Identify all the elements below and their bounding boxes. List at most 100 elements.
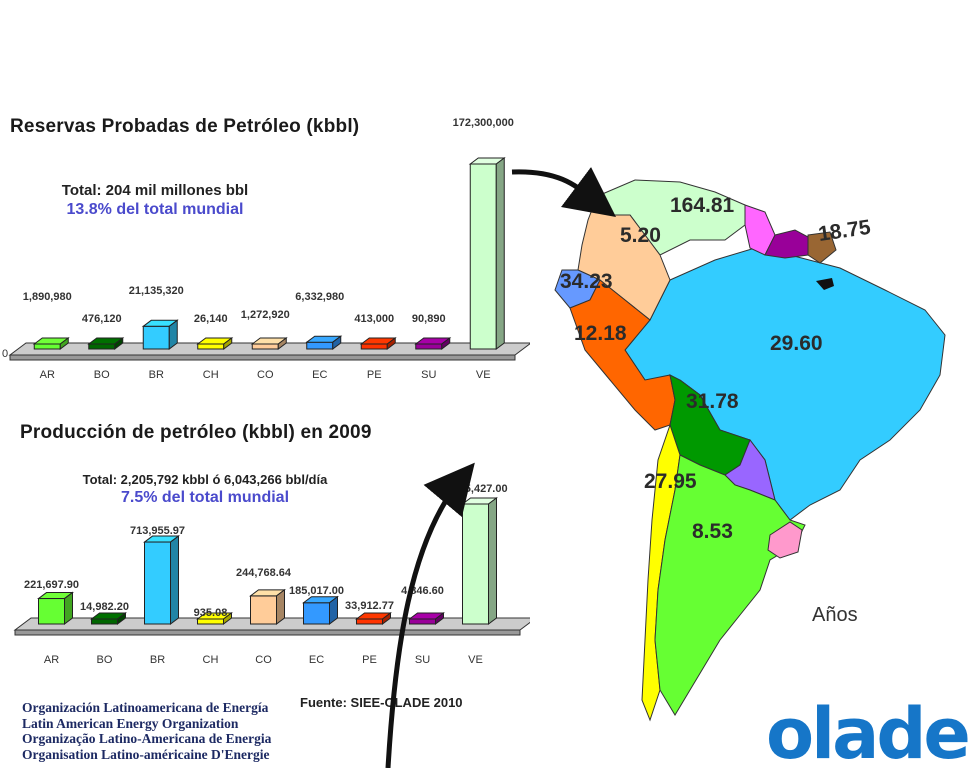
category-label-ch: CH xyxy=(203,654,219,666)
map-label-brazil: 29.60 xyxy=(770,332,823,355)
production-chart-title: Producción de petróleo (kbbl) en 2009 xyxy=(20,422,372,443)
bar-bo xyxy=(87,337,125,350)
value-label-ch: 26,140 xyxy=(194,313,228,325)
chart-floor-edge xyxy=(9,354,516,361)
bar-side xyxy=(117,612,126,625)
map-label-ecuador: 34.23 xyxy=(560,270,613,293)
map-unit-label: Años xyxy=(812,604,858,626)
map-label-peru: 12.18 xyxy=(574,322,627,345)
reserves-bar-chart: 1,890,980 AR 476,120 BO 21,135,320 BR 26,140 CH… xyxy=(2,117,530,381)
bar-ec xyxy=(305,335,343,350)
category-label-bo: BO xyxy=(94,369,110,381)
reserves-chart-title: Reservas Probadas de Petróleo (kbbl) xyxy=(10,116,360,137)
bar-ve xyxy=(461,497,498,625)
bar-side xyxy=(435,612,444,625)
reserves-total-block: Total: 204 mil millones bbl 13.8% del to… xyxy=(20,182,290,219)
category-label-ve: VE xyxy=(468,654,483,666)
category-label-bo: BO xyxy=(97,654,113,666)
org-name-es: Organización Latinoamericana de Energía xyxy=(22,700,269,715)
category-label-co: CO xyxy=(255,654,272,666)
map-label-venezuela: 164.81 xyxy=(670,194,735,217)
category-label-pe: PE xyxy=(362,654,377,666)
olade-logo: olade xyxy=(766,693,971,775)
bar-ar xyxy=(32,337,70,350)
map-label-bolivia: 31.78 xyxy=(686,390,739,413)
reserves-share-text: 13.8% del total mundial xyxy=(66,201,244,218)
bar-su xyxy=(408,612,445,625)
category-label-pe: PE xyxy=(367,369,382,381)
bar-co xyxy=(250,337,288,350)
y-tick-zero: 0 xyxy=(2,348,8,360)
category-label-co: CO xyxy=(257,369,274,381)
value-label-ve: 172,300,000 xyxy=(453,117,514,129)
map-label-chile: 27.95 xyxy=(644,470,697,493)
value-label-bo: 14,982.20 xyxy=(80,601,129,613)
source-note: Fuente: SIEE-OLADE 2010 xyxy=(300,695,463,710)
bar-side xyxy=(495,157,505,350)
category-label-br: BR xyxy=(149,369,164,381)
map-region-uruguay xyxy=(767,521,803,559)
bar-su xyxy=(414,337,452,350)
bar-side xyxy=(386,337,396,350)
south-america-map: 164.81 18.75 5.20 34.23 12.18 29.60 31.7… xyxy=(554,179,946,722)
value-label-pe: 413,000 xyxy=(354,313,394,325)
bar-pe xyxy=(355,612,392,625)
organization-names: Organización Latinoamericana de Energía … xyxy=(22,700,271,762)
bar-side xyxy=(59,337,69,350)
bar-pe xyxy=(359,337,397,350)
reserves-total-text: Total: 204 mil millones bbl xyxy=(61,182,249,199)
category-label-ch: CH xyxy=(203,369,219,381)
bar-side xyxy=(223,337,233,350)
bar-side xyxy=(277,337,287,350)
bar-side xyxy=(168,319,178,350)
value-label-pe: 33,912.77 xyxy=(345,600,394,612)
bar-front xyxy=(38,598,65,625)
value-label-ar: 221,697.90 xyxy=(24,579,79,591)
category-label-ar: AR xyxy=(40,369,55,381)
value-label-br: 21,135,320 xyxy=(129,285,184,297)
bar-br xyxy=(141,319,179,350)
value-label-co: 244,768.64 xyxy=(236,567,292,579)
map-region-island xyxy=(816,278,834,290)
category-label-ec: EC xyxy=(312,369,327,381)
bar-br xyxy=(143,535,180,625)
production-bar-chart: 221,697.90 AR 14,982.20 BO 713,955.97 BR 935.0… xyxy=(13,483,530,666)
production-share-text: 7.5% del total mundial xyxy=(120,489,290,506)
category-label-su: SU xyxy=(415,654,430,666)
category-label-ve: VE xyxy=(476,369,491,381)
arrow-to-map xyxy=(511,166,616,218)
bar-ch xyxy=(196,337,234,350)
value-label-ec: 6,332,980 xyxy=(295,291,344,303)
bar-front xyxy=(144,541,171,625)
production-total-block: Total: 2,205,792 kbbl ó 6,043,266 bbl/dí… xyxy=(40,472,370,507)
org-name-fr: Organisation Latino-américaine D'Energie xyxy=(22,746,270,762)
category-label-ar: AR xyxy=(44,654,59,666)
bar-side xyxy=(114,337,124,350)
bar-side xyxy=(276,588,285,625)
category-label-su: SU xyxy=(421,369,436,381)
map-label-colombia: 5.20 xyxy=(620,224,661,247)
bar-side xyxy=(441,337,451,350)
bar-side xyxy=(329,595,338,625)
map-region-argentina xyxy=(654,454,806,716)
bar-side xyxy=(332,335,342,350)
value-label-su: 90,890 xyxy=(412,313,446,325)
bar-side xyxy=(170,535,179,625)
bar-ch xyxy=(196,612,233,625)
bar-ve xyxy=(468,157,506,350)
value-label-ar: 1,890,980 xyxy=(23,291,72,303)
org-name-en: Latin American Energy Organization xyxy=(22,715,239,731)
arrow-from-bottom xyxy=(385,462,475,768)
value-label-ec: 185,017.00 xyxy=(289,585,344,597)
bar-side xyxy=(488,497,497,625)
bar-ec xyxy=(302,595,339,625)
org-name-pt: Organização Latino-Americana de Energia xyxy=(22,731,272,746)
bar-bo xyxy=(90,612,127,625)
value-label-co: 1,272,920 xyxy=(241,309,290,321)
value-label-bo: 476,120 xyxy=(82,313,122,325)
category-label-ec: EC xyxy=(309,654,324,666)
production-total-text: Total: 2,205,792 kbbl ó 6,043,266 bbl/dí… xyxy=(82,472,328,487)
value-label-br: 713,955.97 xyxy=(130,525,185,537)
